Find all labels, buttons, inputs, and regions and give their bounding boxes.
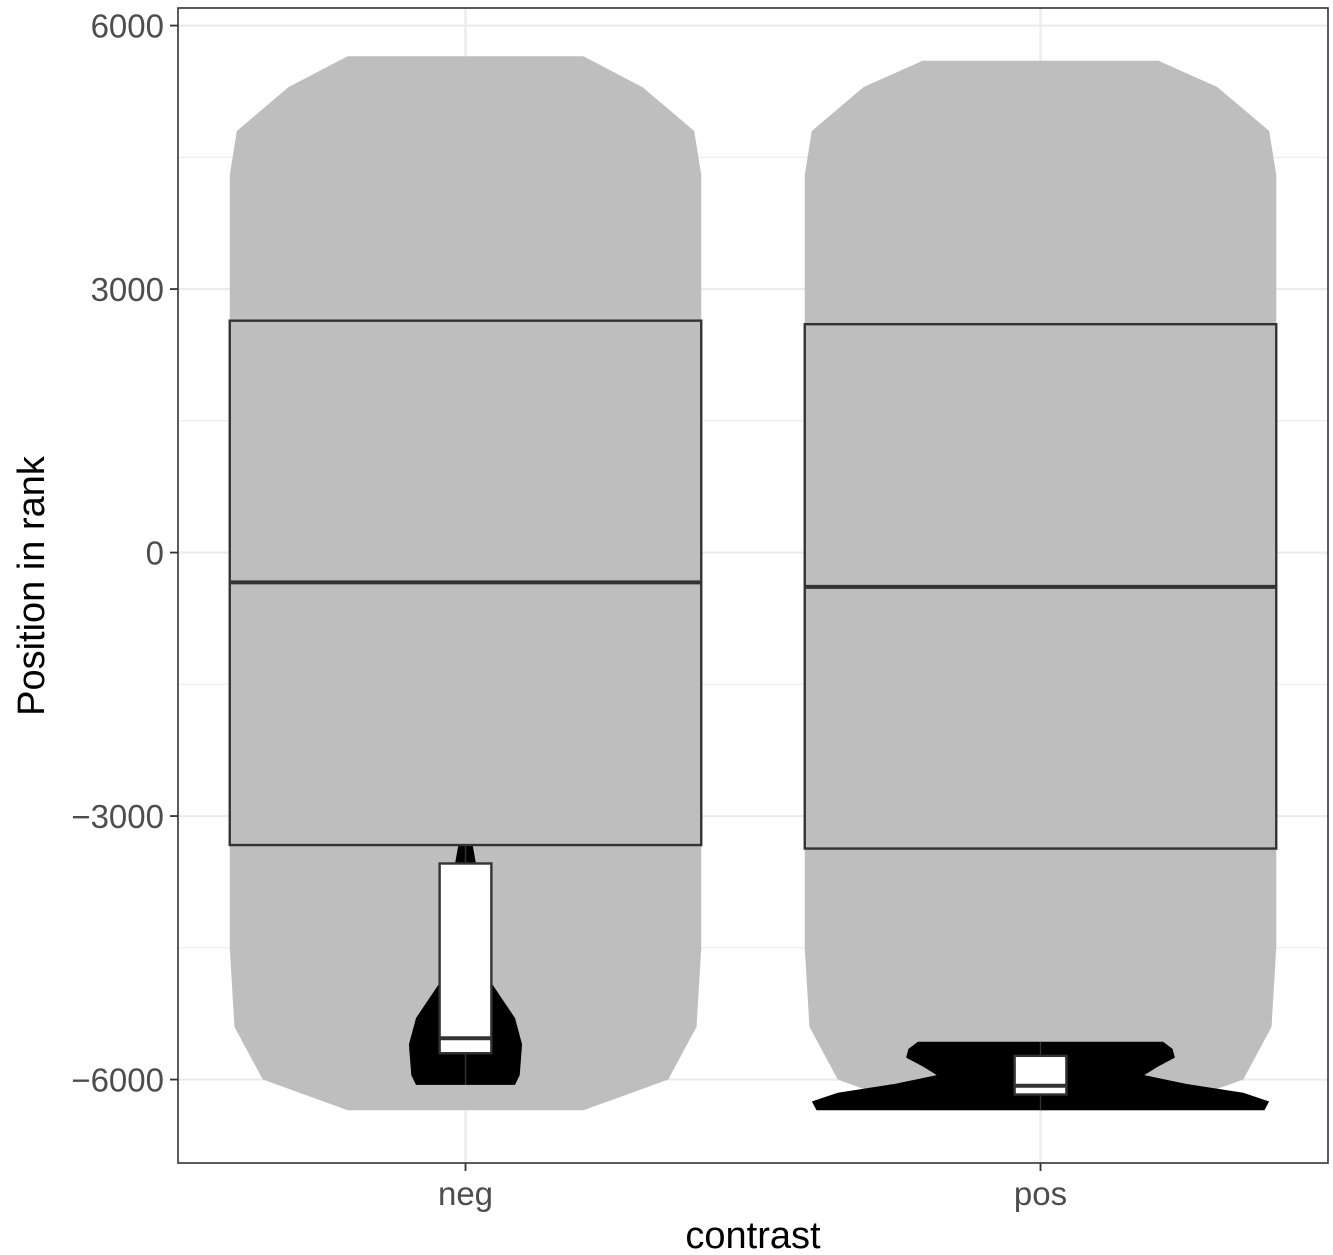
y-tick-label: −6000 (71, 1062, 164, 1099)
y-tick-label: 3000 (91, 271, 164, 308)
x-tick-label: neg (438, 1175, 493, 1212)
x-axis-title: contrast (685, 1215, 821, 1255)
y-tick-label: 6000 (91, 8, 164, 45)
y-tick-label: 0 (146, 535, 164, 572)
panel-border (177, 7, 1329, 1164)
selected-genes-pos-box (1013, 1054, 1068, 1096)
axis-ticks: 6000 3000 0 −3000 −6000 neg pos (71, 8, 1067, 1212)
y-axis-title: Position in rank (11, 455, 53, 716)
y-tick-label: −3000 (71, 798, 164, 835)
x-tick-label: pos (1014, 1175, 1067, 1212)
selected-genes-neg-box (438, 862, 493, 1055)
plot-marks (228, 56, 1278, 1111)
